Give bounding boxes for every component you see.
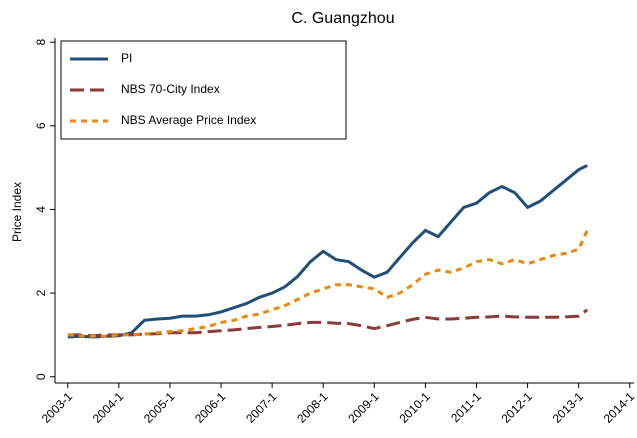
y-axis-label: Price Index	[10, 182, 24, 242]
legend-label: NBS Average Price Index	[121, 113, 256, 127]
x-tick-label: 2007-1	[243, 389, 280, 426]
y-tick-label: 6	[34, 122, 48, 129]
x-tick-label: 2013-1	[550, 389, 587, 426]
y-tick-label: 8	[34, 39, 48, 46]
legend-label: PI	[121, 51, 132, 65]
legend: PI NBS 70-City Index NBS Average Price Ind…	[60, 40, 347, 140]
chart-title: C. Guangzhou	[291, 10, 394, 27]
legend-box	[60, 40, 347, 140]
y-tick-label: 4	[34, 206, 48, 213]
x-tick-label: 2009-1	[345, 389, 382, 426]
x-tick-label: 2010-1	[396, 389, 433, 426]
x-tick-label: 2005-1	[141, 389, 178, 426]
legend-label: NBS 70-City Index	[121, 82, 220, 96]
x-tick-label: 2008-1	[294, 389, 331, 426]
x-tick-label: 2006-1	[192, 389, 229, 426]
x-tick-label: 2011-1	[448, 389, 484, 425]
x-tick-label: 2004-1	[90, 389, 127, 426]
y-tick-label: 2	[34, 289, 48, 296]
x-tick-label: 2014-1	[601, 389, 637, 426]
y-tick-label: 0	[34, 373, 48, 380]
series-line	[67, 164, 588, 339]
x-tick-label: 2003-1	[39, 389, 76, 426]
series-line	[67, 229, 589, 338]
x-tick-label: 2012-1	[499, 389, 536, 426]
series-line	[67, 308, 589, 338]
